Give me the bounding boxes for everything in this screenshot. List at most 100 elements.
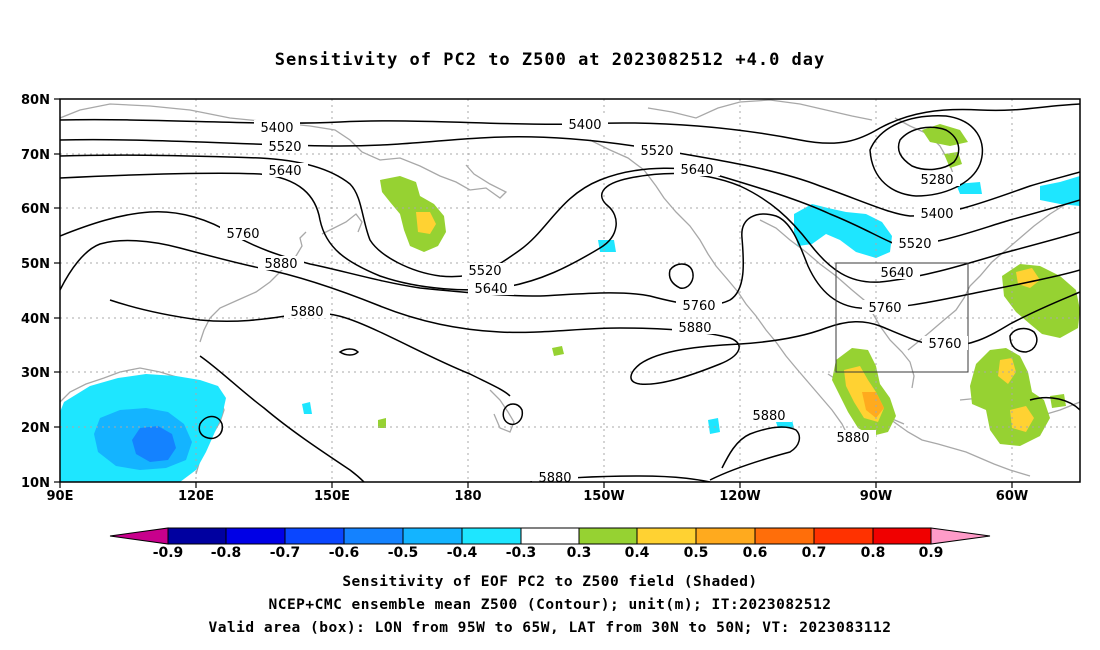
lat-tick-label: 30N [21, 366, 50, 381]
contour-label: 5880 [746, 408, 792, 424]
colorbar-label: 0.9 [919, 545, 944, 561]
colorbar-label: -0.9 [153, 545, 184, 561]
lat-tick-label: 50N [21, 257, 50, 272]
svg-text:5400: 5400 [260, 121, 293, 136]
valid-area-box [835, 262, 969, 373]
lon-tick-label: 120W [719, 489, 760, 504]
colorbar-box [636, 527, 697, 545]
lon-tick-label: 90W [860, 489, 892, 504]
svg-text:5880: 5880 [290, 305, 323, 320]
colorbar-label: -0.7 [270, 545, 301, 561]
svg-text:5880: 5880 [678, 321, 711, 336]
lat-tick-label: 10N [21, 476, 50, 491]
contour-label: 5640 [674, 162, 720, 178]
svg-text:5520: 5520 [468, 264, 501, 279]
contour-label: 5880 [532, 470, 578, 482]
colorbar-label: 0.8 [861, 545, 886, 561]
colorbar-label: -0.6 [329, 545, 360, 561]
svg-text:5880: 5880 [836, 431, 869, 446]
contour-label: 5640 [262, 163, 308, 179]
svg-text:5640: 5640 [268, 164, 301, 179]
contour-label: 5520 [634, 143, 680, 159]
lat-tick-label: 40N [21, 312, 50, 327]
colorbar-box [343, 527, 404, 545]
lat-tick-label: 20N [21, 421, 50, 436]
svg-text:5640: 5640 [880, 266, 913, 281]
lat-tick-label: 70N [21, 148, 50, 163]
svg-text:5760: 5760 [226, 227, 259, 242]
contour-label: 5760 [922, 336, 968, 352]
colorbar-box [225, 527, 286, 545]
colorbar-box [872, 527, 932, 545]
colorbar-box [695, 527, 756, 545]
lon-tick-label: 150E [314, 489, 350, 504]
lat-tick-label: 80N [21, 93, 50, 108]
colorbar-label: 0.3 [567, 545, 592, 561]
colorbar-labels: -0.9 -0.8 -0.7 -0.6 -0.5 -0.4 -0.3 0.3 0… [153, 545, 944, 561]
contour-label: 5760 [862, 300, 908, 316]
caption-contour: NCEP+CMC ensemble mean Z500 (Contour); u… [268, 597, 832, 613]
contour-label: 5640 [874, 265, 920, 281]
lon-tick-label: 120E [178, 489, 214, 504]
contour-label: 5400 [254, 120, 300, 136]
axis-ticks [54, 98, 1013, 488]
svg-text:5520: 5520 [268, 140, 301, 155]
svg-text:5760: 5760 [928, 337, 961, 352]
svg-text:5880: 5880 [264, 257, 297, 272]
colorbar-label: -0.4 [447, 545, 478, 561]
lon-tick-label: 150W [583, 489, 624, 504]
colorbar-label: 0.5 [684, 545, 709, 561]
svg-text:5640: 5640 [474, 282, 507, 297]
map-frame [59, 98, 1081, 483]
lon-tick-label: 180 [454, 489, 481, 504]
contour-label: 5400 [562, 117, 608, 133]
lat-tick-label: 60N [21, 202, 50, 217]
contour-label: 5880 [672, 320, 718, 336]
colorbar-low-arrow [109, 527, 169, 545]
colorbar-box [461, 527, 522, 545]
contour-label: 5520 [262, 139, 308, 155]
svg-text:5520: 5520 [898, 237, 931, 252]
colorbar-label: -0.8 [211, 545, 242, 561]
colorbar-high-arrow [930, 527, 991, 545]
contour-label: 5400 [914, 206, 960, 222]
graticule [60, 99, 1080, 482]
colorbar [109, 527, 991, 545]
svg-text:5760: 5760 [868, 301, 901, 316]
colorbar-label: 0.7 [802, 545, 827, 561]
contour-label: 5760 [220, 226, 266, 242]
lat-tick-labels: 80N 70N 60N 50N 40N 30N 20N 10N [21, 93, 50, 491]
contour-label: 5520 [462, 263, 508, 279]
svg-text:5640: 5640 [680, 163, 713, 178]
contour-label: 5520 [892, 236, 938, 252]
contour-label: 5640 [468, 281, 514, 297]
colorbar-box [813, 527, 874, 545]
svg-text:5280: 5280 [920, 173, 953, 188]
colorbar-box [578, 527, 638, 545]
contour-label: 5760 [676, 298, 722, 314]
colorbar-box [754, 527, 815, 545]
caption-shading: Sensitivity of EOF PC2 to Z500 field (Sh… [342, 574, 758, 590]
contour-label: 5880 [284, 304, 330, 320]
colorbar-label: -0.5 [388, 545, 419, 561]
svg-text:5760: 5760 [682, 299, 715, 314]
colorbar-box [167, 527, 227, 545]
svg-text:5400: 5400 [568, 118, 601, 133]
contour-label: 5880 [258, 256, 304, 272]
colorbar-label: 0.6 [743, 545, 768, 561]
colorbar-box [520, 527, 580, 545]
lon-tick-labels: 90E 120E 150E 180 150W 120W 90W 60W [47, 489, 1029, 504]
svg-text:5880: 5880 [752, 409, 785, 424]
map-title: Sensitivity of PC2 to Z500 at 2023082512… [274, 50, 826, 70]
lon-tick-label: 90E [47, 489, 74, 504]
contour-label: 5880 [830, 430, 876, 446]
map-area [60, 99, 1080, 482]
lon-tick-label: 60W [996, 489, 1028, 504]
contour-label: 5280 [914, 172, 960, 188]
caption-valid-area: Valid area (box): LON from 95W to 65W, L… [208, 620, 892, 636]
colorbar-label: -0.3 [506, 545, 537, 561]
contour-label-layer: 5400 5520 5640 5760 5880 5400 5520 5640 … [220, 117, 968, 482]
colorbar-box [402, 527, 463, 545]
colorbar-label: 0.4 [625, 545, 650, 561]
